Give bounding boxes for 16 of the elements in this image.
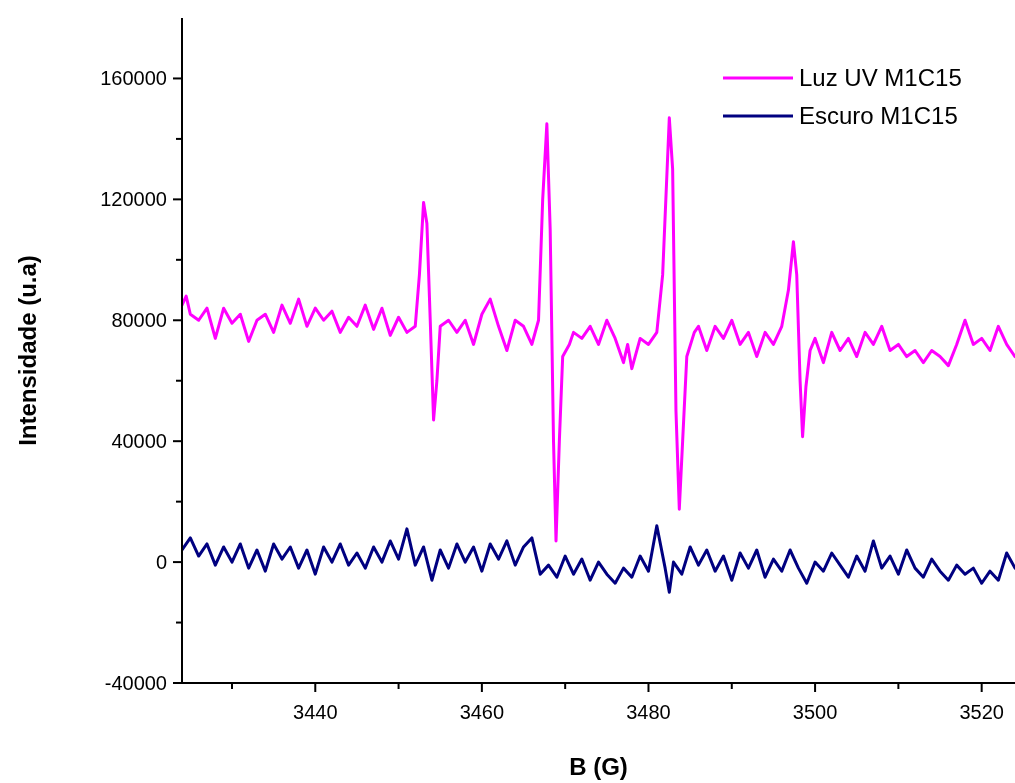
x-tick-label: 3440 bbox=[293, 701, 338, 723]
y-tick-label: 120000 bbox=[100, 188, 167, 211]
y-axis-title: Intensidade (u.a) bbox=[14, 255, 41, 446]
y-tick-label: 160000 bbox=[100, 67, 167, 90]
x-tick-label: 3480 bbox=[626, 701, 671, 723]
x-tick-label: 3520 bbox=[959, 701, 1004, 723]
y-tick-label: -40000 bbox=[104, 672, 167, 694]
legend-label: Luz UV M1C15 bbox=[799, 64, 962, 92]
y-tick-label: 80000 bbox=[111, 309, 167, 332]
x-tick-label: 3500 bbox=[792, 701, 838, 723]
y-tick-label: 40000 bbox=[111, 430, 167, 453]
line-series bbox=[182, 524, 1015, 594]
x-axis-title: B (G) bbox=[569, 753, 628, 780]
y-tick-label: 0 bbox=[155, 551, 167, 574]
x-tick-label: 3460 bbox=[459, 701, 505, 723]
legend-label: Escuro M1C15 bbox=[799, 102, 958, 130]
